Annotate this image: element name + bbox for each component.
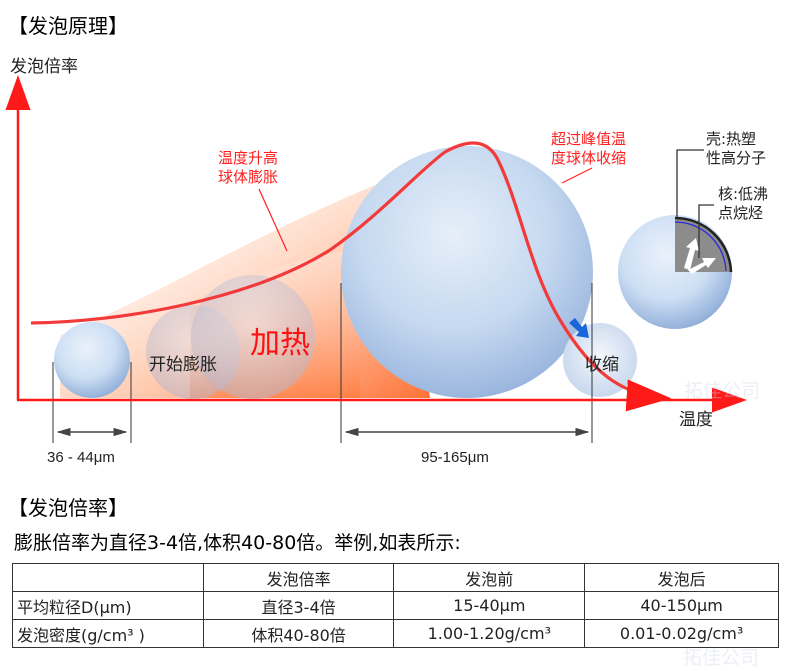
shell-note: 壳:热塑 性高分子 [706,130,767,167]
core-note: 核:低沸 点烷烃 [718,185,769,222]
shell-edge [674,216,733,273]
table-cell: 15-40μm [393,591,586,620]
y-axis-label: 发泡倍率 [10,57,78,77]
size-after-label: 95-165μm [421,449,489,466]
table-cell: 0.01-0.02g/cm³ [584,619,779,648]
core-edge [674,221,727,272]
table-header-cell [12,563,204,592]
principle-section-title: 【发泡原理】 [8,14,128,38]
rising-note-leader [258,188,288,252]
shell-leader-line [676,149,704,218]
expanded-sphere [341,146,593,398]
peak-note: 超过峰值温 度球体收缩 [551,130,627,167]
gas-expansion-arrows-icon [684,238,716,274]
x-axis-label: 温度 [679,410,713,430]
table-cell: 1.00-1.20g/cm³ [393,619,586,648]
ratio-description: 膨胀倍率为直径3-4倍,体积40-80倍。举例,如表所示: [14,532,461,554]
ratio-section-title: 【发泡倍率】 [8,496,128,520]
shrink-label: 收缩 [585,355,619,375]
table-row-header: 发泡密度(g/cm³ ) [12,619,204,648]
core-leader-line [698,204,714,258]
table-row: 平均粒径D(μm) 直径3-4倍 15-40μm 40-150μm [12,591,779,620]
foaming-spec-table: 发泡倍率 发泡前 发泡后 平均粒径D(μm) 直径3-4倍 15-40μm 40… [12,563,779,648]
shrink-arrow-icon [569,318,589,338]
table-row: 发泡密度(g/cm³ ) 体积40-80倍 1.00-1.20g/cm³ 0.0… [12,619,779,648]
table-header-cell: 发泡后 [584,563,779,592]
table-cell: 直径3-4倍 [202,591,395,620]
table-header-cell: 发泡前 [393,563,586,592]
expansion-curve [30,141,672,412]
watermark: 拓佳公司 [684,380,761,402]
table-watermark: 拓佳公司 [683,647,760,669]
table-cell: 40-150μm [584,591,779,620]
heat-label: 加热 [250,326,310,361]
expanding-sphere-ghost-2 [191,275,315,399]
table-header-row: 发泡倍率 发泡前 发泡后 [12,563,779,592]
unexpanded-sphere [54,322,130,398]
table-cell: 体积40-80倍 [202,619,395,648]
table-header-cell: 发泡倍率 [202,563,395,592]
shrunk-sphere [563,323,637,397]
peak-note-leader [561,167,593,184]
size-before-label: 36 - 44μm [47,449,115,466]
rising-note: 温度升高 球体膨胀 [218,149,279,186]
start-expand-label: 开始膨胀 [149,355,217,375]
table-row-header: 平均粒径D(μm) [12,591,204,620]
